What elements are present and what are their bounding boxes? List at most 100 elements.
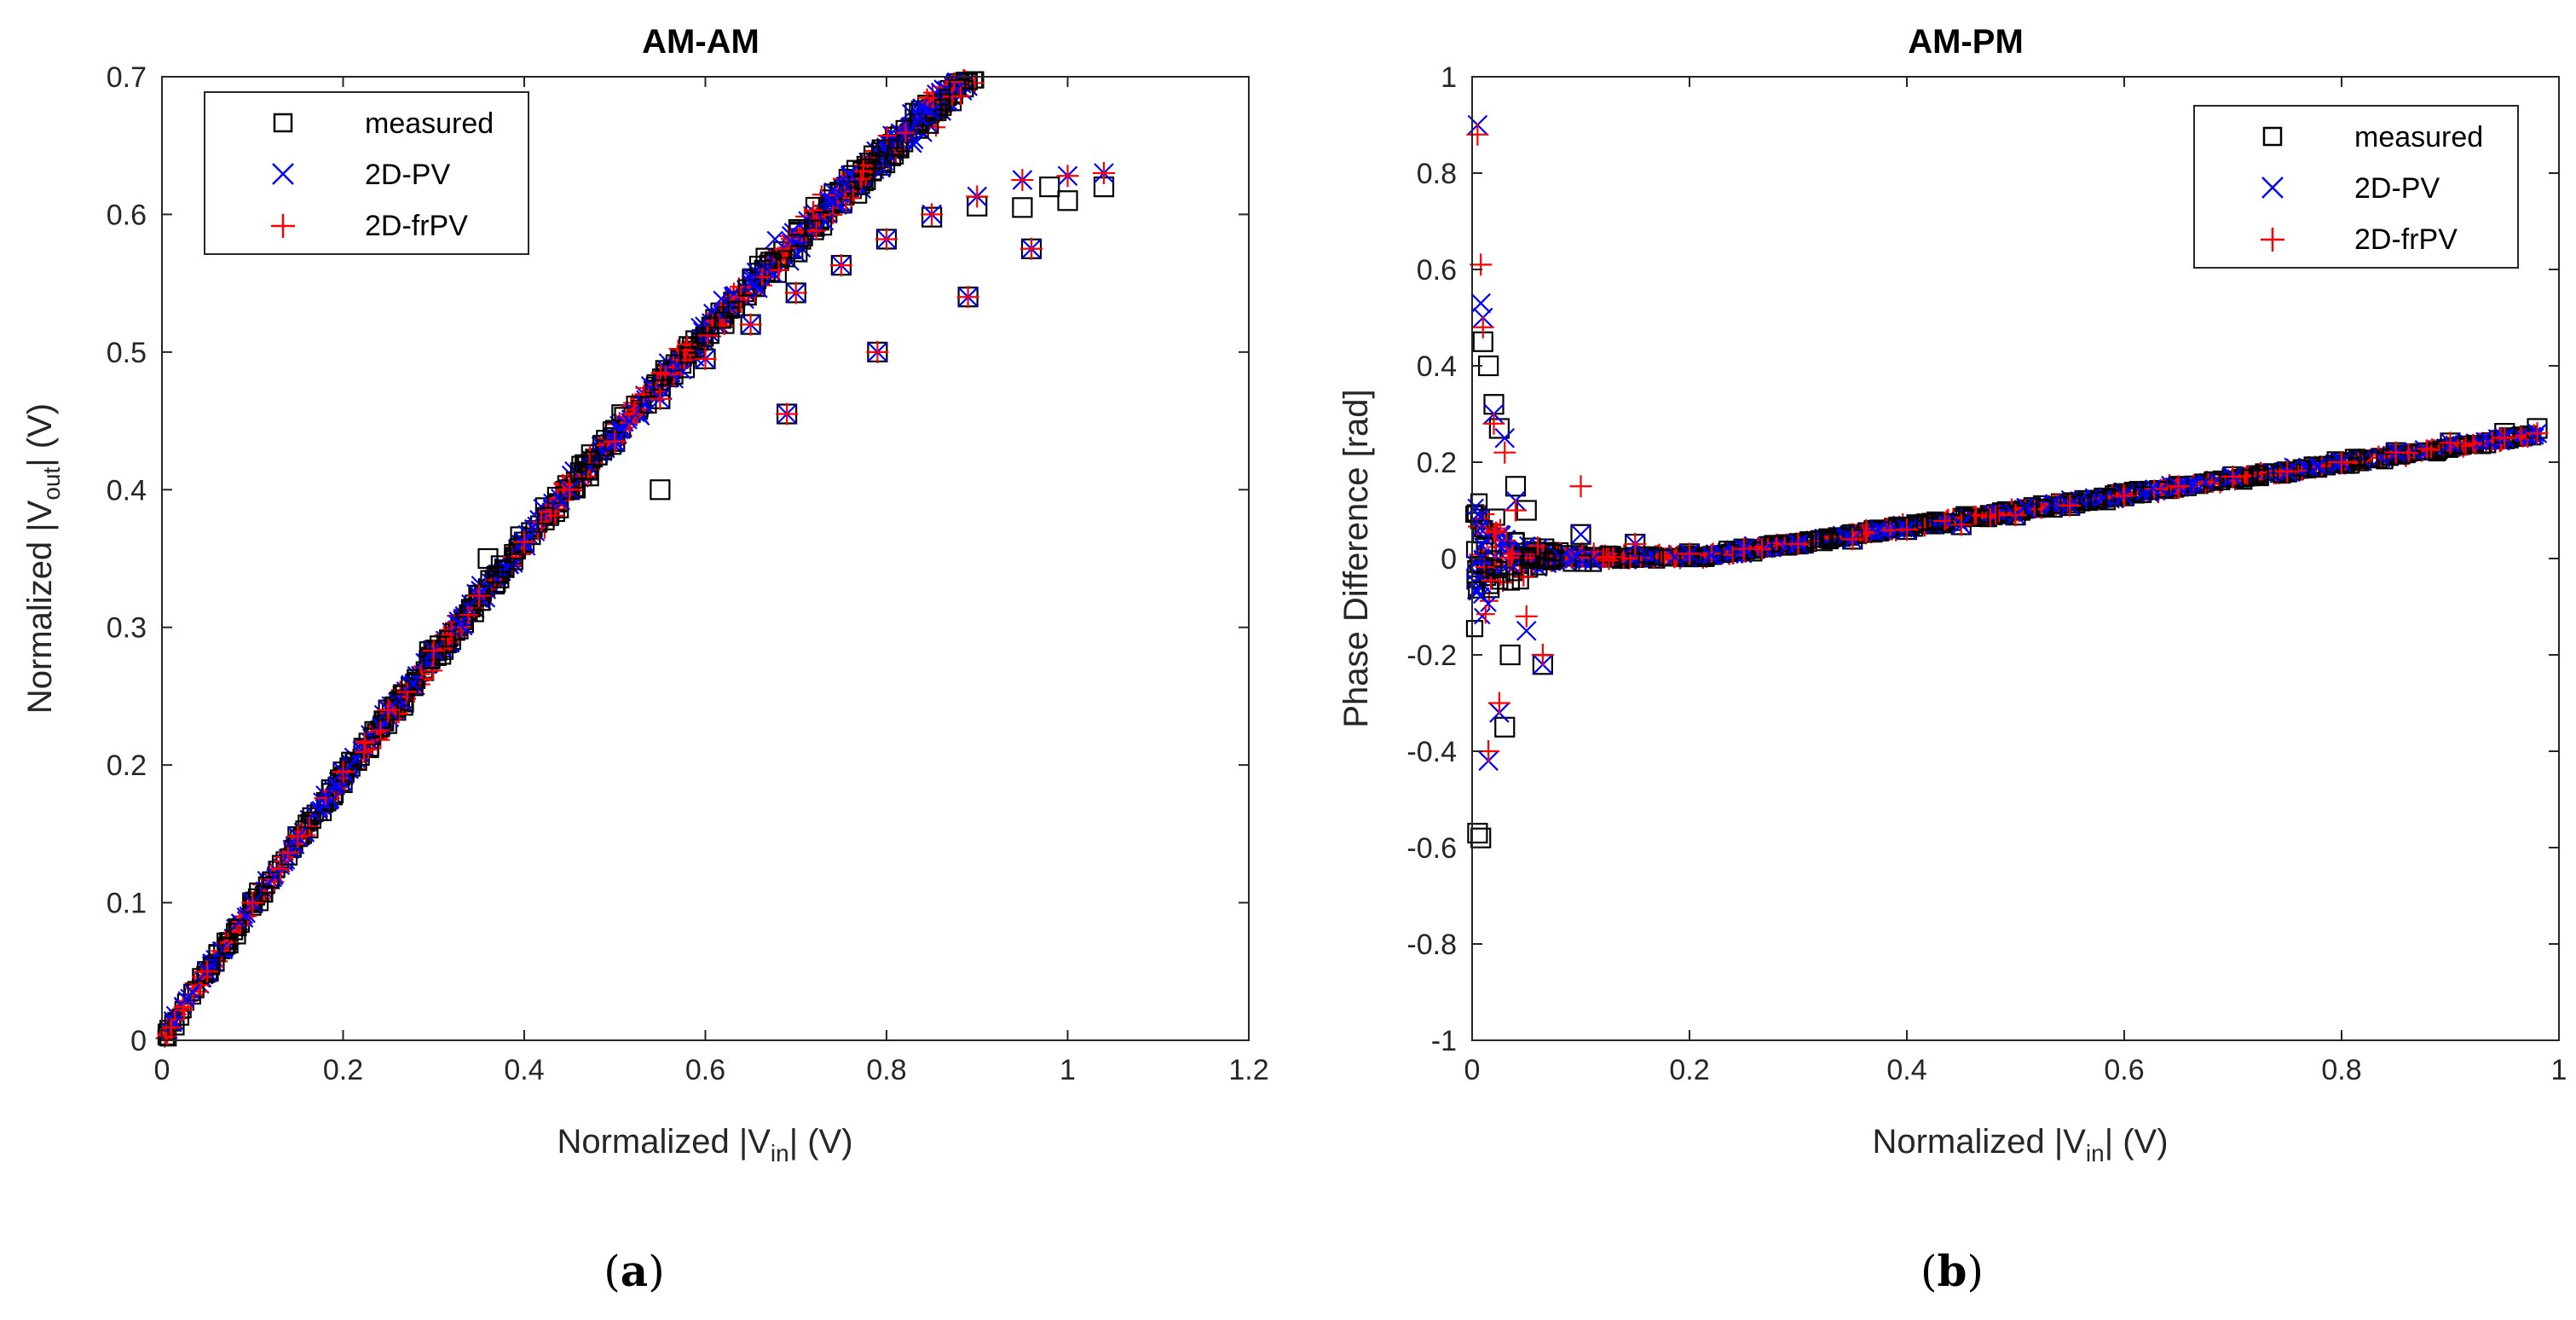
cloud-point [1637, 546, 1655, 564]
cloud-point [2197, 473, 2214, 491]
cloud-point [2308, 458, 2325, 475]
y-axis-label: Phase Difference [rad] [1337, 389, 1375, 727]
legend-label-2d-frpv: 2D-frPV [365, 210, 468, 242]
data-point [604, 430, 627, 453]
y-tick-label: 0.6 [107, 199, 147, 231]
cloud-point [1599, 551, 1619, 570]
cloud-point [492, 570, 510, 588]
cloud-point [872, 139, 890, 157]
data-point [2059, 494, 2082, 517]
data-point [2167, 475, 2190, 498]
cloud-point [806, 221, 826, 240]
data-point [2384, 441, 2407, 464]
cloud-point [2348, 449, 2366, 466]
y-tick-label: 0.2 [1417, 447, 1457, 479]
cloud-point [1502, 573, 1520, 591]
chart-title: AM-PM [1908, 23, 2024, 61]
cloud-point [788, 219, 806, 237]
cloud-point [473, 593, 491, 611]
cloud-point [1721, 543, 1739, 562]
cloud-point [619, 413, 638, 432]
cloud-point [2471, 433, 2488, 451]
legend: measured 2D-PV 2D-frPV [204, 91, 529, 255]
data-point [1624, 533, 1647, 556]
cloud-point [818, 191, 836, 208]
cloud-point [773, 240, 791, 259]
x-axis-ticks: 0 0.2 0.4 0.6 0.8 1 1.2 [154, 77, 1269, 1086]
cloud-point [1545, 543, 1562, 562]
data-point [1505, 499, 1527, 522]
cloud-point [497, 560, 515, 578]
cloud-point [1465, 620, 1484, 638]
legend-label-2d-frpv: 2D-frPV [2354, 223, 2458, 256]
cloud-point [731, 287, 751, 307]
data-point [467, 584, 490, 607]
cloud-point [1478, 568, 1496, 587]
cloud-point [1574, 554, 1592, 572]
legend-marker-2d-pv [2261, 177, 2284, 199]
cloud-point [850, 186, 868, 204]
cloud-point [1514, 567, 1533, 587]
cloud-point [896, 123, 915, 142]
cloud-point [424, 661, 443, 680]
data-points [155, 69, 1115, 1048]
cloud-point [713, 290, 730, 308]
y-tick-label: -0.6 [1406, 832, 1457, 865]
cloud-point [823, 182, 841, 200]
data-point [1531, 644, 1554, 666]
cloud-point [1702, 547, 1720, 564]
data-point [422, 640, 445, 663]
data-point [2004, 504, 2027, 527]
legend-marker-2d-frpv [271, 214, 295, 238]
y-axis-label: Normalized |Vout| (V) [21, 403, 65, 714]
x-tick-label: 0 [154, 1054, 170, 1086]
y-tick-label: -0.4 [1406, 736, 1457, 768]
cloud-point [2238, 466, 2257, 485]
cloud-point [580, 463, 598, 481]
x-axis-label: Normalized |Vin| (V) [1872, 1123, 2168, 1167]
data-point [650, 479, 671, 501]
data-point [1487, 692, 1510, 715]
legend-box [2193, 105, 2519, 269]
am-pm-chart: AM-PM 0 0.2 0.4 0.6 0.8 1 -1-0.8-0.6-0.4-0.20… [1337, 23, 2567, 1167]
y-axis-ticks: -1 -0.8 -0.6 -0.4 -0.2 0 0.2 0.4 0.6 0.8 1 [1406, 61, 2559, 1057]
cloud-point [450, 616, 468, 633]
data-point [1841, 528, 1864, 551]
cloud-point [1701, 543, 1721, 563]
y-tick-label: 0.4 [1417, 350, 1457, 383]
cloud-point [187, 981, 205, 999]
x-tick-label: 0.6 [2104, 1054, 2144, 1086]
data-point [1949, 513, 1972, 536]
data-point [1516, 620, 1537, 641]
data-point [1471, 316, 1494, 339]
data-point [2113, 484, 2135, 507]
cloud-point [486, 565, 504, 583]
cloud-point [1499, 547, 1518, 567]
data-point [1482, 412, 1505, 435]
cloud-point [877, 126, 897, 146]
cloud-point [1585, 551, 1602, 568]
cloud-point [165, 1015, 182, 1033]
data-point [1499, 644, 1521, 666]
y-tick-label: 0 [1441, 543, 1457, 576]
data-point [1093, 162, 1115, 184]
data-point [1493, 441, 1516, 464]
legend-label-2d-pv: 2D-PV [2354, 172, 2440, 205]
cloud-point [921, 116, 939, 134]
cloud-point [639, 396, 657, 414]
x-tick-label: 0.8 [2321, 1054, 2361, 1086]
data-point [1787, 533, 1810, 556]
cloud-point [1522, 547, 1540, 565]
cloud-point [741, 274, 759, 292]
data-point [966, 185, 989, 208]
cloud-point [2036, 499, 2053, 517]
cloud-point [727, 300, 746, 318]
cloud-point [1821, 531, 1840, 550]
cloud-point [2292, 459, 2310, 477]
cloud-point [804, 200, 823, 220]
cloud-point [805, 219, 823, 237]
cloud-point [303, 811, 321, 829]
legend-box [204, 91, 529, 255]
legend-marker-measured [273, 113, 293, 133]
